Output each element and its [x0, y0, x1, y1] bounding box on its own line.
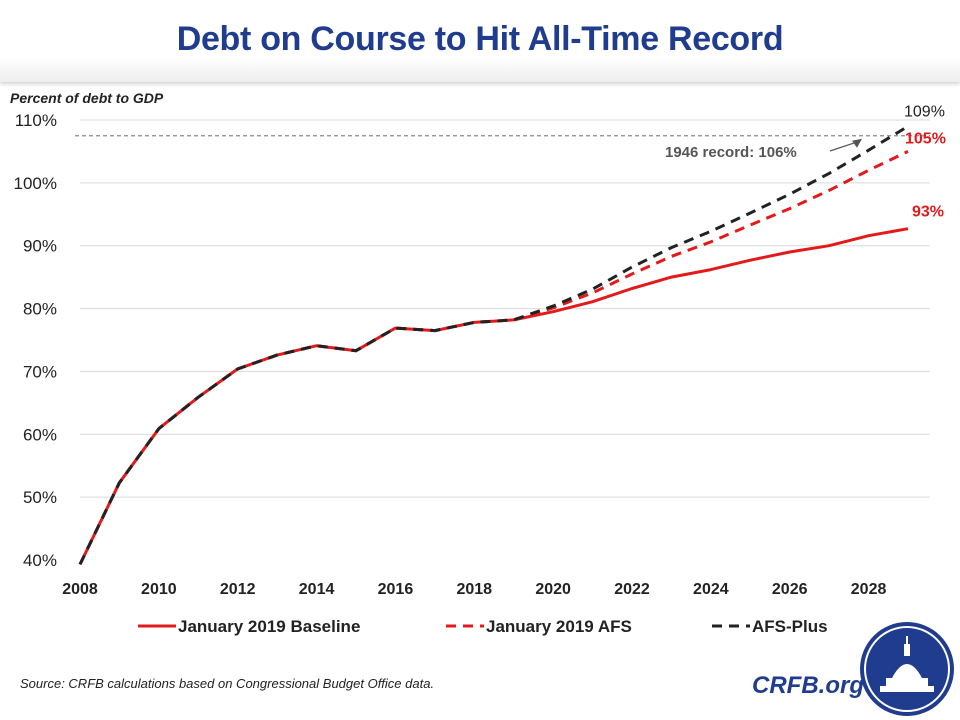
- x-tick-label: 2016: [378, 581, 414, 598]
- x-tick-label: 2024: [693, 581, 729, 598]
- legend: January 2019 Baseline January 2019 AFS A…: [138, 617, 828, 636]
- y-tick-label: 70%: [23, 362, 57, 381]
- y-tick-labels: 40% 50% 60% 70% 80% 90% 100% 110%: [14, 111, 57, 570]
- x-tick-label: 2022: [614, 581, 650, 598]
- series-lines: [78, 125, 909, 566]
- x-tick-label: 2020: [535, 581, 571, 598]
- afs-plus-end-label: 109%: [904, 103, 945, 120]
- y-tick-label: 80%: [23, 300, 57, 319]
- baseline-line: [78, 227, 909, 566]
- x-tick-label: 2012: [220, 581, 256, 598]
- legend-label-afs: January 2019 AFS: [486, 617, 632, 636]
- capitol-seal-icon: [860, 622, 954, 716]
- record-annotation: 1946 record: 106%: [665, 144, 797, 161]
- x-tick-label: 2018: [456, 581, 492, 598]
- record-annotation-arrow: [829, 141, 859, 152]
- y-tick-label: 50%: [23, 488, 57, 507]
- y-tick-label: 100%: [14, 174, 57, 193]
- afs-plus-line: [78, 125, 909, 566]
- page-title: Debt on Course to Hit All-Time Record: [176, 20, 784, 58]
- x-tick-label: 2028: [851, 581, 887, 598]
- title-bar: Debt on Course to Hit All-Time Record: [0, 0, 960, 82]
- legend-label-baseline: January 2019 Baseline: [178, 617, 360, 636]
- record-annotation-arrowhead: [852, 138, 862, 148]
- x-tick-label: 2010: [141, 581, 177, 598]
- y-tick-label: 60%: [23, 425, 57, 444]
- x-tick-label: 2014: [299, 581, 335, 598]
- x-tick-label: 2026: [772, 581, 808, 598]
- legend-label-afs-plus: AFS-Plus: [752, 617, 828, 636]
- y-tick-label: 40%: [23, 551, 57, 570]
- source-note: Source: CRFB calculations based on Congr…: [20, 676, 435, 691]
- y-tick-label: 110%: [15, 111, 57, 130]
- afs-end-label: 105%: [905, 130, 946, 147]
- y-tick-label: 90%: [23, 237, 57, 256]
- y-axis-label: Percent of debt to GDP: [10, 90, 164, 106]
- gridlines: [80, 119, 930, 498]
- x-tick-label: 2008: [62, 581, 98, 598]
- baseline-end-label: 93%: [912, 204, 944, 221]
- brand-link[interactable]: CRFB.org: [752, 672, 864, 699]
- afs-line: [78, 150, 909, 566]
- x-tick-labels: 2008 2010 2012 2014 2016 2018 2020 2022 2024 2026…: [62, 581, 886, 598]
